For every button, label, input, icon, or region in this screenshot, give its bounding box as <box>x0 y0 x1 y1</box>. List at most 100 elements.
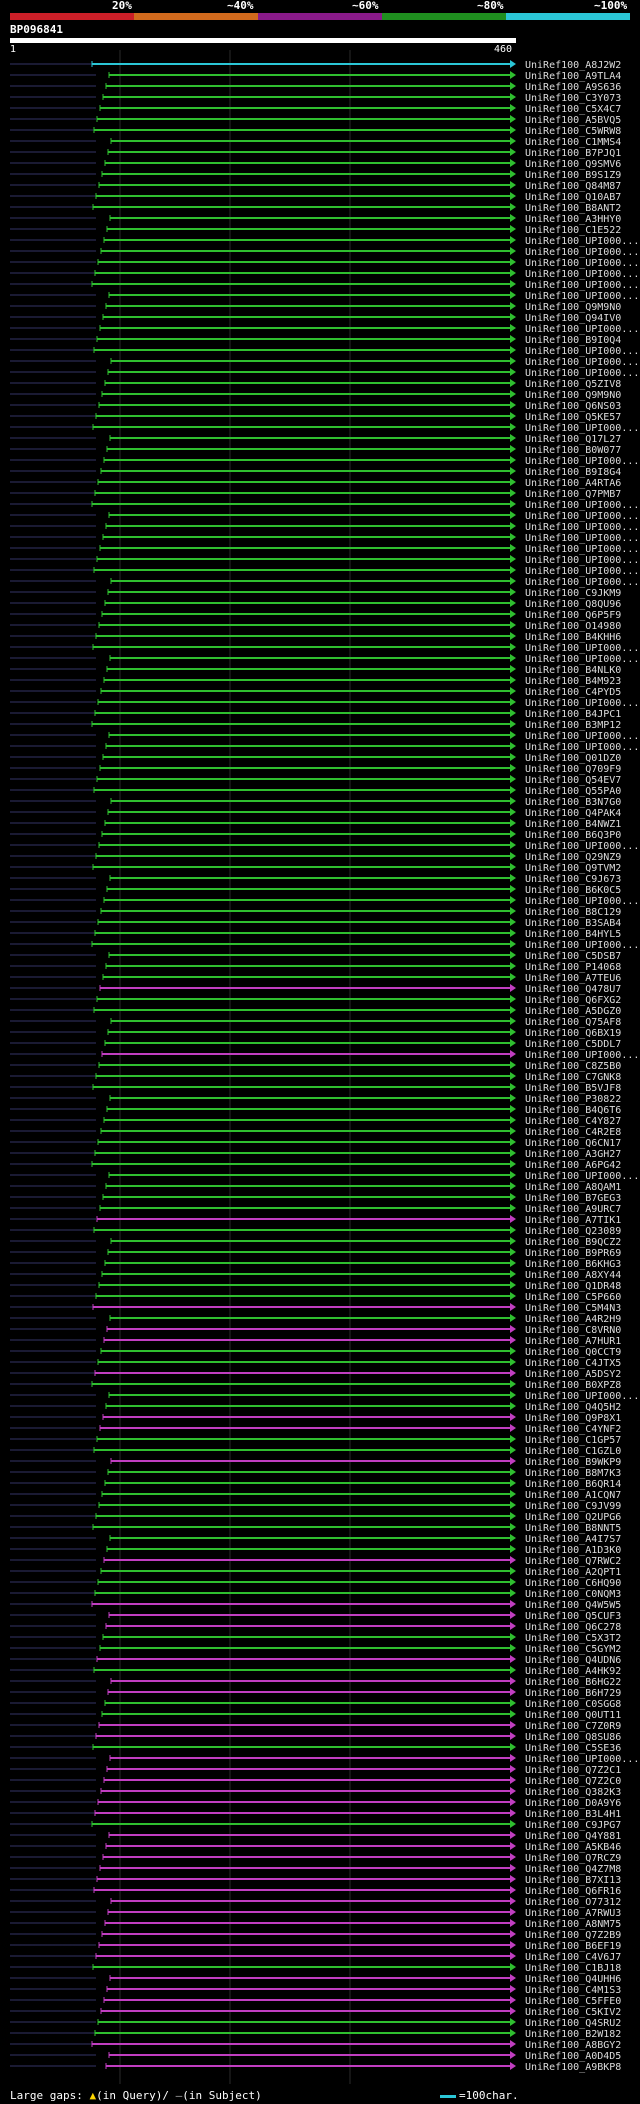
hit-label[interactable]: UniRef100_UPI000... <box>525 368 640 379</box>
hit-label[interactable]: UniRef100_B4M923 <box>525 676 622 687</box>
hit-label[interactable]: UniRef100_UPI000... <box>525 258 640 269</box>
hit-label[interactable]: UniRef100_A4I7S7 <box>525 1534 622 1545</box>
hit-label[interactable]: UniRef100_UPI000... <box>525 577 640 588</box>
hit-label[interactable]: UniRef100_Q9M9N0 <box>525 302 622 313</box>
hit-label[interactable]: UniRef100_Q7RCZ9 <box>525 1853 622 1864</box>
hit-label[interactable]: UniRef100_B9I8G4 <box>525 467 622 478</box>
hit-label[interactable]: UniRef100_B6HG22 <box>525 1677 622 1688</box>
hit-label[interactable]: UniRef100_Q54EV7 <box>525 775 622 786</box>
hit-label[interactable]: UniRef100_A8QAM1 <box>525 1182 622 1193</box>
hit-label[interactable]: UniRef100_Q29NZ9 <box>525 852 622 863</box>
hit-label[interactable]: UniRef100_Q55PA0 <box>525 786 622 797</box>
hit-label[interactable]: UniRef100_UPI000... <box>525 1050 640 1061</box>
hit-label[interactable]: UniRef100_UPI000... <box>525 544 640 555</box>
hit-label[interactable]: UniRef100_B7XI13 <box>525 1875 622 1886</box>
hit-label[interactable]: UniRef100_A4RTA6 <box>525 478 622 489</box>
hit-label[interactable]: UniRef100_Q8QU96 <box>525 599 622 610</box>
hit-label[interactable]: UniRef100_UPI000... <box>525 247 640 258</box>
hit-label[interactable]: UniRef100_C5X3T2 <box>525 1633 622 1644</box>
hit-label[interactable]: UniRef100_Q0UT11 <box>525 1710 622 1721</box>
hit-label[interactable]: UniRef100_Q84M87 <box>525 181 622 192</box>
hit-label[interactable]: UniRef100_B8ANT2 <box>525 203 622 214</box>
hit-label[interactable]: UniRef100_A5DGZ0 <box>525 1006 622 1017</box>
hit-label[interactable]: UniRef100_C9JKM9 <box>525 588 622 599</box>
hit-label[interactable]: UniRef100_B0W077 <box>525 445 622 456</box>
hit-label[interactable]: UniRef100_C4PYD5 <box>525 687 622 698</box>
hit-label[interactable]: UniRef100_B3L4H1 <box>525 1809 622 1820</box>
hit-label[interactable]: UniRef100_C4Y827 <box>525 1116 622 1127</box>
hit-label[interactable]: UniRef100_C7GNK8 <box>525 1072 622 1083</box>
hit-label[interactable]: UniRef100_C5KIV2 <box>525 2007 622 2018</box>
hit-label[interactable]: UniRef100_C5DDL7 <box>525 1039 622 1050</box>
hit-label[interactable]: UniRef100_Q478U7 <box>525 984 622 995</box>
hit-label[interactable]: UniRef100_B2W182 <box>525 2029 622 2040</box>
hit-label[interactable]: UniRef100_C5SE36 <box>525 1743 622 1754</box>
hit-label[interactable]: UniRef100_A7HUR1 <box>525 1336 622 1347</box>
hit-label[interactable]: UniRef100_C9JV99 <box>525 1501 622 1512</box>
hit-label[interactable]: UniRef100_Q75AF8 <box>525 1017 622 1028</box>
hit-label[interactable]: UniRef100_C4M1S3 <box>525 1985 622 1996</box>
hit-label[interactable]: UniRef100_UPI000... <box>525 940 640 951</box>
hit-label[interactable]: UniRef100_A3HHY0 <box>525 214 622 225</box>
hit-label[interactable]: UniRef100_A9BKP8 <box>525 2062 622 2073</box>
hit-label[interactable]: UniRef100_A7RWU3 <box>525 1908 622 1919</box>
hit-label[interactable]: UniRef100_C4V6J7 <box>525 1952 622 1963</box>
hit-label[interactable]: UniRef100_UPI000... <box>525 269 640 280</box>
hit-label[interactable]: UniRef100_C0NQM3 <box>525 1589 622 1600</box>
hit-label[interactable]: UniRef100_Q4Y881 <box>525 1831 622 1842</box>
hit-label[interactable]: UniRef100_Q4UDN6 <box>525 1655 622 1666</box>
hit-label[interactable]: UniRef100_Q6NS03 <box>525 401 622 412</box>
hit-label[interactable]: UniRef100_B9I0Q4 <box>525 335 622 346</box>
hit-label[interactable]: UniRef100_Q8SU86 <box>525 1732 622 1743</box>
hit-label[interactable]: UniRef100_C5M4N3 <box>525 1303 622 1314</box>
hit-label[interactable]: UniRef100_Q7Z2C0 <box>525 1776 622 1787</box>
hit-label[interactable]: UniRef100_Q5ZIV8 <box>525 379 622 390</box>
hit-label[interactable]: UniRef100_Q4PAK4 <box>525 808 622 819</box>
hit-label[interactable]: UniRef100_UPI000... <box>525 1171 640 1182</box>
hit-label[interactable]: UniRef100_Q7RWC2 <box>525 1556 622 1567</box>
hit-label[interactable]: UniRef100_B6EF19 <box>525 1941 622 1952</box>
hit-label[interactable]: UniRef100_A5BVQ5 <box>525 115 622 126</box>
hit-label[interactable]: UniRef100_UPI000... <box>525 522 640 533</box>
hit-label[interactable]: UniRef100_P30822 <box>525 1094 622 1105</box>
hit-label[interactable]: UniRef100_B0XPZ8 <box>525 1380 622 1391</box>
hit-label[interactable]: UniRef100_Q17L27 <box>525 434 622 445</box>
hit-label[interactable]: UniRef100_A8BGY2 <box>525 2040 622 2051</box>
hit-label[interactable]: UniRef100_B9S1Z9 <box>525 170 622 181</box>
hit-label[interactable]: UniRef100_B9QCZ2 <box>525 1237 622 1248</box>
hit-label[interactable]: UniRef100_B6H729 <box>525 1688 622 1699</box>
hit-label[interactable]: UniRef100_B3SAB4 <box>525 918 622 929</box>
hit-label[interactable]: UniRef100_O77312 <box>525 1897 622 1908</box>
hit-label[interactable]: UniRef100_Q6BX19 <box>525 1028 622 1039</box>
hit-label[interactable]: UniRef100_UPI000... <box>525 654 640 665</box>
hit-label[interactable]: UniRef100_UPI000... <box>525 841 640 852</box>
hit-label[interactable]: UniRef100_A9URC7 <box>525 1204 622 1215</box>
hit-label[interactable]: UniRef100_UPI000... <box>525 533 640 544</box>
hit-label[interactable]: UniRef100_Q9M9N0 <box>525 390 622 401</box>
hit-label[interactable]: UniRef100_B8C129 <box>525 907 622 918</box>
hit-label[interactable]: UniRef100_UPI000... <box>525 324 640 335</box>
hit-label[interactable]: UniRef100_UPI000... <box>525 896 640 907</box>
hit-label[interactable]: UniRef100_A7TEU6 <box>525 973 622 984</box>
hit-label[interactable]: UniRef100_A8J2W2 <box>525 60 622 71</box>
hit-label[interactable]: UniRef100_UPI000... <box>525 742 640 753</box>
hit-label[interactable]: UniRef100_C1GP57 <box>525 1435 622 1446</box>
hit-label[interactable]: UniRef100_D0A9Y6 <box>525 1798 622 1809</box>
hit-label[interactable]: UniRef100_C6HQ90 <box>525 1578 622 1589</box>
hit-label[interactable]: UniRef100_A9TLA4 <box>525 71 622 82</box>
hit-label[interactable]: UniRef100_A2QPT1 <box>525 1567 622 1578</box>
hit-label[interactable]: UniRef100_C1MMS4 <box>525 137 622 148</box>
hit-label[interactable]: UniRef100_B6KHG3 <box>525 1259 622 1270</box>
hit-label[interactable]: UniRef100_Q7Z2C1 <box>525 1765 622 1776</box>
hit-label[interactable]: UniRef100_P14068 <box>525 962 622 973</box>
hit-label[interactable]: UniRef100_Q382K3 <box>525 1787 622 1798</box>
hit-label[interactable]: UniRef100_Q4Z7M8 <box>525 1864 622 1875</box>
hit-label[interactable]: UniRef100_C1GZL0 <box>525 1446 622 1457</box>
hit-label[interactable]: UniRef100_A1CQN7 <box>525 1490 622 1501</box>
hit-label[interactable]: UniRef100_Q6FXG2 <box>525 995 622 1006</box>
hit-label[interactable]: UniRef100_UPI000... <box>525 423 640 434</box>
hit-label[interactable]: UniRef100_A5DSY2 <box>525 1369 622 1380</box>
hit-label[interactable]: UniRef100_Q5KE57 <box>525 412 622 423</box>
hit-label[interactable]: UniRef100_B9WKP9 <box>525 1457 622 1468</box>
hit-label[interactable]: UniRef100_Q4W5W5 <box>525 1600 622 1611</box>
